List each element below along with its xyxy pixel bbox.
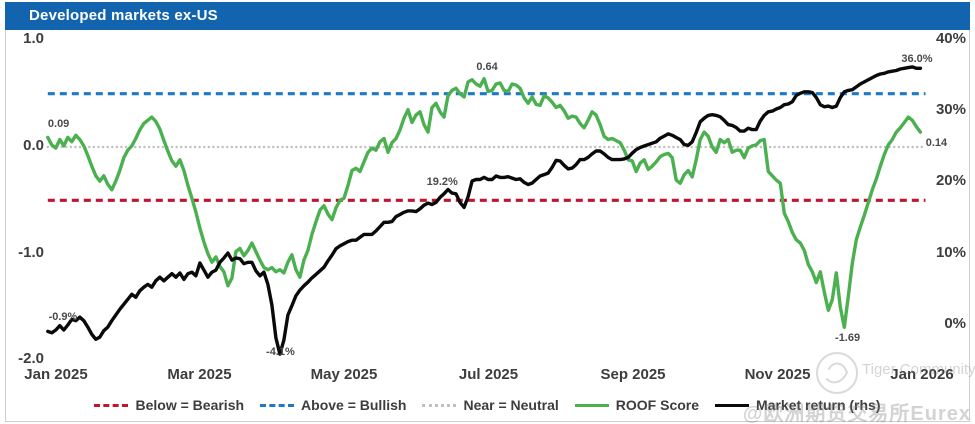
legend-item-near-neutral: Near = Neutral — [422, 397, 559, 413]
chart-annotation: 36.0% — [901, 53, 933, 66]
x-tick-may-2025: May 2025 — [310, 366, 378, 383]
chart-annotation: -1.69 — [835, 332, 861, 345]
series-line-market-return-rhs — [46, 65, 923, 356]
y-left-tick--2.0: -2.0 — [18, 350, 44, 368]
legend-label: Above = Bullish — [301, 397, 407, 413]
y-right-tick-30%: 30% — [935, 101, 966, 119]
legend-label: Near = Neutral — [463, 397, 559, 413]
x-tick-jul-2025: Jul 2025 — [458, 366, 519, 383]
y-right-tick-20%: 20% — [935, 172, 966, 190]
legend-label: Market return (rhs) — [756, 397, 881, 413]
chart-annotation: 0.64 — [476, 61, 498, 74]
y-left-tick-1.0: 1.0 — [23, 30, 44, 48]
legend-item-above-bullish: Above = Bullish — [260, 397, 406, 413]
y-left-tick--1.0: -1.0 — [18, 243, 44, 261]
legend-sample-dotted-icon — [422, 403, 457, 407]
chart-annotation: 0.14 — [925, 136, 948, 149]
legend-item-roof-score: ROOF Score — [574, 397, 700, 413]
chart-title: Developed markets ex-US — [29, 7, 218, 24]
chart-annotation: -4.1% — [266, 345, 295, 358]
x-tick-sep-2025: Sep 2025 — [600, 366, 666, 383]
y-left-tick-0.0: 0.0 — [23, 137, 44, 154]
x-tick-jan-2026: Jan 2026 — [890, 366, 954, 383]
legend-label: Below = Bearish — [135, 397, 245, 413]
chart-header-bar: Developed markets ex-US — [5, 2, 970, 30]
legend-label: ROOF Score — [615, 397, 700, 413]
legend-sample-solid-icon — [574, 403, 609, 407]
chart-annotation: 19.2% — [426, 176, 458, 189]
series-line-roof-score — [46, 76, 923, 329]
legend-item-below-bearish: Below = Bearish — [94, 397, 244, 413]
legend-sample-dashed-icon — [94, 403, 129, 407]
x-tick-jan-2025: Jan 2025 — [24, 366, 88, 383]
y-right-tick-40%: 40% — [935, 29, 966, 47]
y-right-tick-0%: 0% — [944, 315, 966, 332]
x-tick-mar-2025: Mar 2025 — [167, 366, 232, 383]
chart-panel-border — [5, 2, 970, 422]
legend-item-market-return-rhs: Market return (rhs) — [715, 397, 881, 413]
chart-annotation: -0.9% — [48, 310, 78, 323]
x-tick-nov-2025: Nov 2025 — [744, 366, 811, 383]
legend-sample-solid-icon — [715, 403, 750, 407]
y-right-tick-10%: 10% — [935, 243, 966, 261]
chart-annotation: 0.09 — [47, 117, 70, 130]
legend-sample-dashed-icon — [260, 403, 295, 407]
chart-legend: Below = Bearish Above = Bullish Near = Neu… — [0, 393, 975, 417]
